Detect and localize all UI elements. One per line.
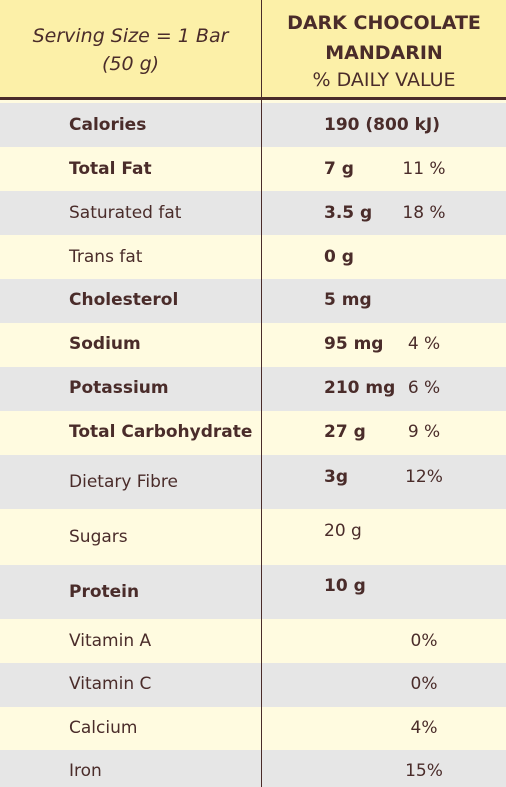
nutrient-name: Calories [69, 115, 147, 135]
nutrient-amount: 210 mg [324, 378, 396, 398]
table-row: Trans fat 0 g [0, 235, 506, 279]
table-row: Calcium 4% [0, 707, 506, 750]
nutrient-name: Total Carbohydrate [69, 422, 253, 442]
table-row: Saturated fat 3.5 g 18 % [0, 191, 506, 235]
nutrient-percent: 6 % [407, 378, 441, 398]
nutrient-name: Sugars [69, 527, 128, 547]
table-row: Protein 10 g [0, 565, 506, 619]
table-row: Total Carbohydrate 27 g 9 % [0, 411, 506, 455]
nutrient-name: Calcium [69, 718, 138, 738]
serving-size-line1: Serving Size = 1 Bar [32, 25, 229, 47]
nutrient-amount: 10 g [324, 576, 366, 596]
nutrient-percent: 12% [405, 467, 443, 487]
nutrient-percent: 0% [410, 674, 438, 694]
column-divider [261, 0, 262, 787]
table-row: Vitamin A 0% [0, 619, 506, 663]
nutrient-percent: 15% [405, 761, 443, 781]
product-name-line2: MANDARIN [325, 42, 443, 64]
nutrient-amount: 7 g [324, 159, 354, 179]
nutrient-name: Cholesterol [69, 290, 179, 310]
nutrient-name: Potassium [69, 378, 169, 398]
nutrient-amount: 5 mg [324, 290, 372, 310]
nutrient-amount: 20 g [324, 521, 362, 541]
nutrient-percent: 9 % [407, 422, 441, 442]
table-row: Sugars 20 g [0, 509, 506, 565]
nutrient-amount: 27 g [324, 422, 366, 442]
table-row: Cholesterol 5 mg [0, 279, 506, 323]
nutrient-name: Vitamin C [69, 674, 152, 694]
nutrient-name: Dietary Fibre [69, 472, 178, 492]
table-row: Iron 15% [0, 750, 506, 787]
nutrient-percent: 11 % [402, 159, 446, 179]
table-row: Potassium 210 mg 6 % [0, 367, 506, 411]
nutrient-amount: 190 (800 kJ) [324, 115, 440, 135]
table-row: Calories 190 (800 kJ) [0, 103, 506, 147]
nutrient-name: Trans fat [69, 247, 143, 267]
product-name-line1: DARK CHOCOLATE [287, 12, 481, 34]
serving-size: Serving Size = 1 Bar (50 g) [0, 22, 261, 78]
nutrient-name: Total Fat [69, 159, 152, 179]
nutrient-name: Sodium [69, 334, 141, 354]
product-name: DARK CHOCOLATE MANDARIN [262, 8, 506, 68]
table-row: Total Fat 7 g 11 % [0, 147, 506, 191]
serving-size-line2: (50 g) [101, 53, 160, 75]
table-row: Vitamin C 0% [0, 663, 506, 707]
daily-value-heading: % DAILY VALUE [312, 69, 456, 91]
nutrient-amount: 95 mg [324, 334, 384, 354]
nutrient-name: Iron [69, 761, 102, 781]
table-header: Serving Size = 1 Bar (50 g) DARK CHOCOLA… [0, 0, 506, 100]
nutrient-name: Vitamin A [69, 631, 152, 651]
nutrient-percent: 4 % [407, 334, 441, 354]
table-row: Sodium 95 mg 4 % [0, 323, 506, 367]
table-row: Dietary Fibre 3g 12% [0, 455, 506, 509]
nutrient-amount: 0 g [324, 247, 354, 267]
nutrient-percent: 18 % [402, 203, 446, 223]
nutrient-amount: 3g [324, 467, 348, 487]
nutrient-amount: 3.5 g [324, 203, 373, 223]
nutrient-name: Protein [69, 582, 140, 602]
nutrient-percent: 4% [410, 718, 438, 738]
nutrient-percent: 0% [410, 631, 438, 651]
nutrient-name: Saturated fat [69, 203, 182, 223]
